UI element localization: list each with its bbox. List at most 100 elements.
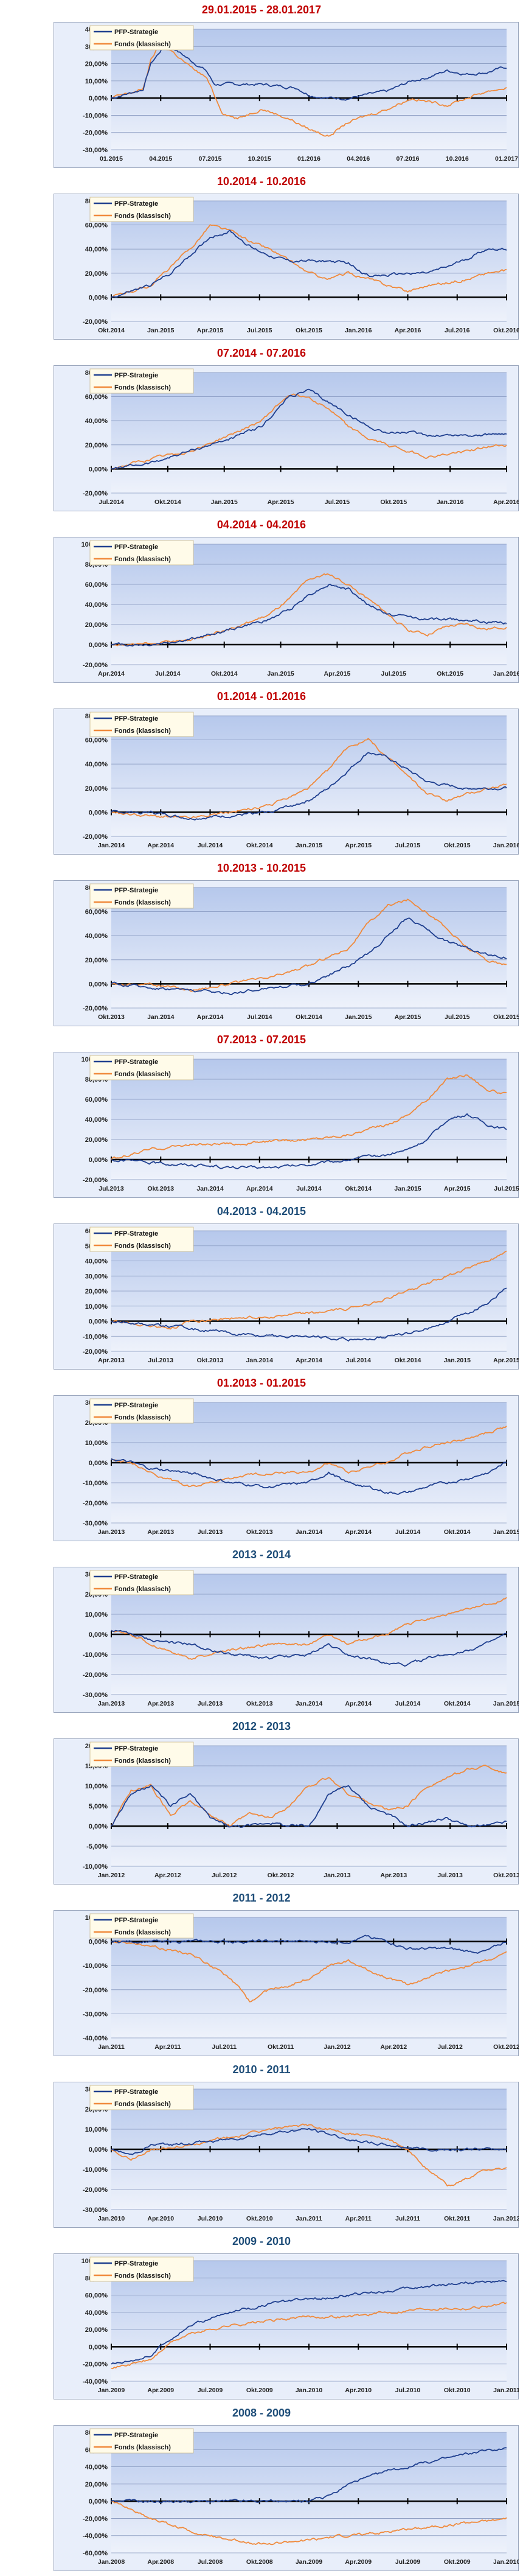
y-tick-label: 10,00% <box>85 2126 108 2133</box>
x-tick-label: Okt.2015 <box>380 499 407 506</box>
y-tick-label: 0,00% <box>89 95 108 102</box>
x-tick-label: Jul.2015 <box>494 1185 519 1192</box>
x-tick-label: Jul.2012 <box>212 1872 237 1879</box>
y-tick-label: -20,00% <box>83 318 108 326</box>
y-tick-label: -40,00% <box>83 2533 108 2540</box>
y-tick-label: -30,00% <box>83 2207 108 2214</box>
x-tick-label: Okt.2014 <box>211 670 238 677</box>
chart-title: 07.2014 - 07.2016 <box>216 347 307 359</box>
y-tick-label: 60,00% <box>85 581 108 589</box>
legend-label-strategy: PFP-Strategie <box>114 372 158 379</box>
x-tick-label: Apr.2008 <box>147 2558 174 2566</box>
y-tick-label: -30,00% <box>83 147 108 154</box>
series-line-fonds-klassisch <box>111 393 507 470</box>
y-tick-label: -60,00% <box>83 2550 108 2557</box>
x-tick-label: Okt.2015 <box>296 327 322 334</box>
x-tick-label: Okt.2012 <box>268 1872 294 1879</box>
x-tick-label: Okt.2014 <box>154 499 181 506</box>
series-line-fonds-klassisch <box>111 46 507 137</box>
x-tick-label: Jul.2015 <box>395 842 421 849</box>
x-tick-label: Okt.2014 <box>345 1185 372 1192</box>
series-line-fonds-klassisch <box>111 1597 507 1661</box>
x-tick-label: Jul.2015 <box>445 1013 470 1021</box>
x-tick-label: Apr.2016 <box>395 327 421 334</box>
y-tick-label: 40,00% <box>85 418 108 425</box>
legend: PFP-Strategie Fonds (klassisch) <box>89 1227 194 1252</box>
legend: PFP-Strategie Fonds (klassisch) <box>89 2256 194 2282</box>
x-tick-label: Apr.2013 <box>147 1528 174 1536</box>
y-tick-label: 0,00% <box>89 1157 108 1164</box>
legend: PFP-Strategie Fonds (klassisch) <box>89 1741 194 1767</box>
series-line-fonds-klassisch <box>111 1250 507 1330</box>
y-tick-label: 40,00% <box>85 601 108 609</box>
x-tick-label: 07.2016 <box>397 155 420 163</box>
line-chart: 30,00%20,00%10,00%0,00%-10,00%-20,00%-30… <box>54 1395 519 1541</box>
series-line-fonds-klassisch <box>111 1074 507 1160</box>
y-tick-label: 10,00% <box>85 1303 108 1311</box>
x-tick-label: Okt.2016 <box>493 327 519 334</box>
y-tick-label: -20,00% <box>83 662 108 669</box>
x-tick-label: Jan.2013 <box>98 1528 125 1536</box>
x-tick-label: Jan.2014 <box>246 1357 274 1364</box>
x-tick-label: Jan.2010 <box>493 2558 519 2566</box>
x-tick-label: Apr.2009 <box>147 2387 174 2394</box>
y-tick-label: 60,00% <box>85 2292 108 2300</box>
legend-label-fund: Fonds (klassisch) <box>114 899 171 906</box>
legend-label-fund: Fonds (klassisch) <box>114 384 171 391</box>
y-tick-label: -40,00% <box>83 2378 108 2385</box>
series-line-pfp-strategie <box>111 1934 507 1954</box>
y-tick-label: -20,00% <box>83 1987 108 1994</box>
x-tick-label: Okt.2014 <box>395 1357 421 1364</box>
x-tick-label: Jan.2009 <box>296 2558 323 2566</box>
line-chart: 80,00%60,00%40,00%20,00%0,00%-20,00%Jan.… <box>54 709 519 855</box>
y-tick-label: -20,00% <box>83 2515 108 2522</box>
line-chart: 100,00%80,00%60,00%40,00%20,00%0,00%-20,… <box>54 537 519 683</box>
x-tick-label: Jul.2013 <box>99 1185 124 1192</box>
y-tick-label: 0,00% <box>89 1460 108 1467</box>
x-tick-label: Okt.2014 <box>246 842 273 849</box>
legend-label-strategy: PFP-Strategie <box>114 1745 158 1752</box>
series-line-fonds-klassisch <box>111 2301 507 2370</box>
y-tick-label: 20,00% <box>85 2326 108 2334</box>
x-tick-label: Apr.2012 <box>154 1872 181 1879</box>
x-tick-label: Jan.2015 <box>147 327 175 334</box>
legend-label-strategy: PFP-Strategie <box>114 1059 158 1066</box>
x-tick-label: Okt.2009 <box>444 2558 471 2566</box>
legend-label-fund: Fonds (klassisch) <box>114 41 171 48</box>
y-tick-label: -20,00% <box>83 1005 108 1012</box>
y-tick-label: 40,00% <box>85 761 108 768</box>
x-tick-label: Jul.2013 <box>198 1528 223 1536</box>
y-tick-label: -30,00% <box>83 2011 108 2018</box>
legend: PFP-Strategie Fonds (klassisch) <box>89 883 194 909</box>
x-tick-label: Apr.2011 <box>345 2215 372 2222</box>
x-tick-label: Jan.2016 <box>345 327 372 334</box>
x-tick-label: Okt.2013 <box>98 1013 125 1021</box>
x-tick-label: Jan.2015 <box>296 842 323 849</box>
legend: PFP-Strategie Fonds (klassisch) <box>89 2085 194 2110</box>
x-tick-label: 07.2015 <box>199 155 222 163</box>
legend-label-strategy: PFP-Strategie <box>114 1230 158 1237</box>
y-tick-label: 40,00% <box>85 1258 108 1265</box>
series-line-fonds-klassisch <box>111 224 507 298</box>
y-tick-label: 40,00% <box>85 1116 108 1124</box>
x-tick-label: Jan.2012 <box>98 1872 125 1879</box>
legend: PFP-Strategie Fonds (klassisch) <box>89 25 194 51</box>
series-line-pfp-strategie <box>111 917 507 996</box>
y-tick-label: -10,00% <box>83 1651 108 1659</box>
x-tick-label: Jan.2014 <box>196 1185 224 1192</box>
series-line-fonds-klassisch <box>111 1426 507 1488</box>
y-tick-label: 40,00% <box>85 246 108 253</box>
x-tick-label: Apr.2013 <box>380 1872 407 1879</box>
legend: PFP-Strategie Fonds (klassisch) <box>89 2428 194 2454</box>
y-tick-label: 30,00% <box>85 1273 108 1280</box>
y-tick-label: -10,00% <box>83 1333 108 1340</box>
line-chart: 80,00%60,00%40,00%20,00%0,00%-20,00%Jul.… <box>54 365 519 511</box>
line-chart: 20,00%15,00%10,00%5,00%0,00%-5,00%-10,00… <box>54 1738 519 1885</box>
y-tick-label: -30,00% <box>83 1520 108 1527</box>
x-tick-label: Jul.2012 <box>437 2043 463 2051</box>
legend: PFP-Strategie Fonds (klassisch) <box>89 1570 194 1595</box>
line-chart: 40,00%30,00%20,00%10,00%0,00%-10,00%-20,… <box>54 22 519 168</box>
y-tick-label: 0,00% <box>89 2343 108 2351</box>
x-tick-label: Okt.2014 <box>296 1013 322 1021</box>
line-chart: 10,00%0,00%-10,00%-20,00%-30,00%-40,00%J… <box>54 1910 519 2056</box>
